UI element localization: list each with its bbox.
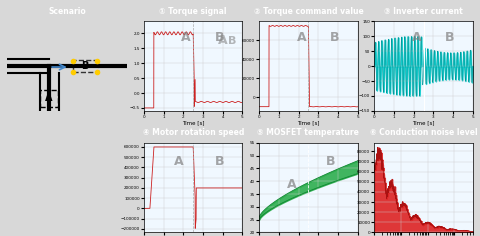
Text: A: A: [174, 155, 183, 168]
X-axis label: Time [s]: Time [s]: [412, 120, 435, 126]
Text: B: B: [445, 31, 455, 44]
Text: ⑤ MOSFET temperature: ⑤ MOSFET temperature: [257, 128, 360, 137]
Text: ④ Motor rotation speed: ④ Motor rotation speed: [143, 128, 244, 137]
X-axis label: Time [s]: Time [s]: [182, 120, 204, 126]
Text: A: A: [181, 31, 191, 44]
Text: A: A: [297, 31, 306, 44]
Text: B: B: [326, 155, 336, 168]
Text: B: B: [330, 31, 339, 44]
X-axis label: Time [s]: Time [s]: [297, 120, 320, 126]
Text: Scenario: Scenario: [48, 7, 86, 16]
Text: A: A: [412, 31, 421, 44]
Text: B: B: [228, 36, 236, 46]
Text: ② Torque command value: ② Torque command value: [253, 7, 363, 16]
Text: B: B: [82, 61, 89, 71]
Text: B: B: [215, 31, 224, 44]
Text: B: B: [215, 155, 224, 168]
Text: ⑥ Conduction noise level: ⑥ Conduction noise level: [370, 128, 478, 137]
Text: A: A: [46, 93, 53, 103]
Text: A: A: [287, 178, 296, 191]
Text: A: A: [218, 34, 228, 47]
Text: ③ Inverter current: ③ Inverter current: [384, 7, 463, 16]
Text: ① Torque signal: ① Torque signal: [159, 7, 227, 16]
